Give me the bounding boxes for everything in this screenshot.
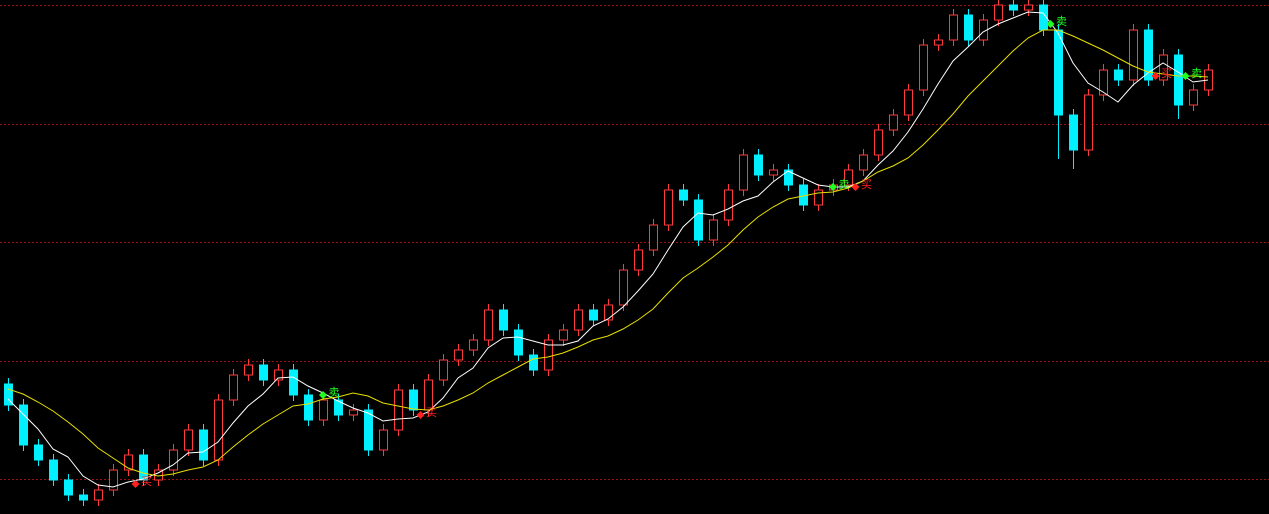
candle-body [1159, 54, 1168, 81]
candle-body [364, 409, 373, 451]
candle-body [289, 369, 298, 396]
candle-body [94, 489, 103, 501]
candle-body [199, 429, 208, 461]
candle-body [574, 309, 583, 331]
candle-body [949, 14, 958, 41]
candle-body [919, 44, 928, 91]
candle-body [1069, 114, 1078, 151]
candle-body [904, 89, 913, 116]
candle-body [664, 189, 673, 226]
signal-marker [1181, 72, 1190, 80]
signal-marker [131, 480, 140, 488]
candle-body [79, 494, 88, 501]
candle-body [589, 309, 598, 321]
candle-body [514, 329, 523, 356]
signal-marker [829, 183, 837, 191]
candle-body [694, 199, 703, 241]
signal-marker [319, 391, 327, 399]
candle-body [334, 399, 343, 416]
candle-body [319, 399, 328, 421]
candle-body [349, 409, 358, 416]
candle-body [619, 269, 628, 306]
signal-label: 卖 [1056, 15, 1067, 28]
candle-body [49, 459, 58, 481]
candle-body [1174, 54, 1183, 106]
signal-label: 买 [1161, 67, 1172, 80]
signal-marker [1151, 72, 1160, 80]
candle-body [394, 389, 403, 431]
candle-body [994, 4, 1003, 21]
signal-label: 买 [861, 178, 872, 191]
candle-body [499, 309, 508, 331]
candle-body [244, 364, 253, 376]
candle-body [844, 169, 853, 186]
candle-body [1144, 29, 1153, 81]
candle-body [1129, 29, 1138, 81]
signal-label: 买 [141, 475, 152, 488]
candle-body [784, 169, 793, 186]
candle-body [274, 369, 283, 381]
signal-marker [851, 183, 860, 191]
candle-body [409, 389, 418, 411]
candle-body [169, 449, 178, 471]
candle-body [109, 469, 118, 491]
candle-body [379, 429, 388, 451]
candle-body [859, 154, 868, 171]
candle-body [1054, 29, 1063, 116]
signal-marker [416, 411, 425, 419]
signal-label: 买 [426, 406, 437, 419]
candle-body [544, 339, 553, 371]
candle-body [19, 404, 28, 446]
candle-body [4, 383, 13, 406]
candle-body [874, 129, 883, 156]
moving-average-line [7, 29, 1209, 477]
candle-body [259, 364, 268, 381]
candle-body [1189, 89, 1198, 106]
candle-body [454, 349, 463, 361]
candle-body [1024, 4, 1033, 11]
candle-body [889, 114, 898, 131]
candle-body [754, 154, 763, 176]
candle-body [1114, 69, 1123, 81]
candle-body [934, 39, 943, 46]
candle-body [64, 479, 73, 496]
signal-label: 卖 [839, 178, 850, 191]
signal-label: 卖 [329, 386, 340, 399]
candle-body [529, 354, 538, 371]
candle-body [469, 339, 478, 351]
candle-body [184, 429, 193, 451]
candle-body [229, 374, 238, 401]
candle-body [604, 304, 613, 321]
candle-body [1099, 69, 1108, 96]
candle-body [724, 189, 733, 221]
candle-body [559, 329, 568, 341]
signal-marker [1046, 20, 1055, 28]
candle-body [679, 189, 688, 201]
candle-body [634, 249, 643, 271]
signal-label: 卖 [1191, 67, 1202, 80]
candle-body [34, 444, 43, 461]
candle-body [1009, 4, 1018, 11]
candle-body [739, 154, 748, 191]
candle-body [439, 359, 448, 381]
candle-body [964, 14, 973, 41]
candle-body [484, 309, 493, 341]
candle-body [304, 394, 313, 421]
moving-average-line [7, 11, 1209, 488]
candle-body [214, 399, 223, 461]
candle-body [139, 454, 148, 481]
candle-body [1084, 94, 1093, 151]
candle-body [769, 169, 778, 176]
candle-body [649, 224, 658, 251]
candle-body [124, 454, 133, 471]
candle-body [814, 189, 823, 206]
candle-body [709, 219, 718, 241]
